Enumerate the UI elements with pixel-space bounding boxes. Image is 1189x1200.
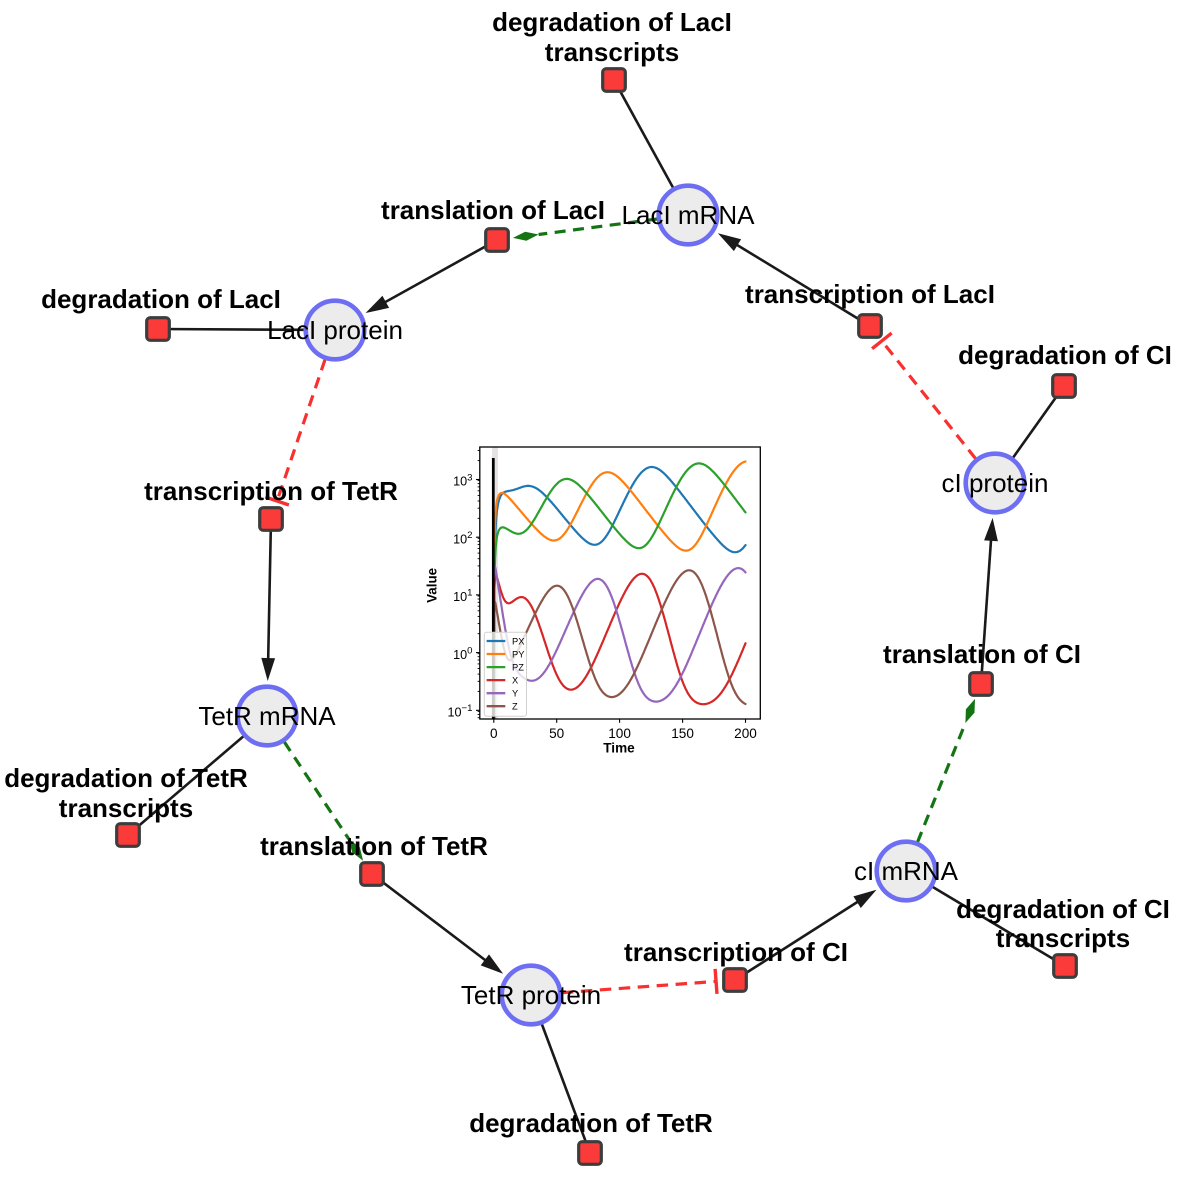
svg-text:translation of TetR: translation of TetR (260, 831, 488, 861)
svg-text:200: 200 (734, 726, 757, 741)
svg-text:10−1: 10−1 (448, 703, 473, 719)
svg-text:103: 103 (453, 472, 472, 488)
svg-text:cI mRNA: cI mRNA (854, 856, 959, 886)
svg-text:degradation of TetR: degradation of TetR (469, 1108, 713, 1138)
svg-text:X: X (512, 675, 518, 685)
svg-text:50: 50 (549, 726, 565, 741)
svg-text:degradation of TetR: degradation of TetR (4, 763, 248, 793)
svg-text:transcripts: transcripts (996, 923, 1130, 953)
svg-text:101: 101 (453, 588, 472, 604)
svg-text:PX: PX (512, 636, 524, 646)
svg-text:transcripts: transcripts (545, 37, 679, 67)
svg-text:transcripts: transcripts (59, 793, 193, 823)
svg-text:102: 102 (453, 530, 472, 546)
svg-text:cI protein: cI protein (942, 468, 1049, 498)
svg-text:PY: PY (512, 649, 524, 659)
svg-text:transcription of CI: transcription of CI (624, 937, 848, 967)
svg-text:degradation of CI: degradation of CI (956, 894, 1170, 924)
svg-text:0: 0 (490, 726, 498, 741)
svg-text:LacI protein: LacI protein (267, 315, 403, 345)
svg-text:translation of LacI: translation of LacI (381, 195, 605, 225)
svg-text:degradation of LacI: degradation of LacI (41, 284, 281, 314)
svg-text:translation of CI: translation of CI (883, 639, 1081, 669)
svg-text:150: 150 (671, 726, 694, 741)
svg-text:LacI mRNA: LacI mRNA (622, 200, 756, 230)
svg-text:TetR mRNA: TetR mRNA (198, 701, 336, 731)
svg-text:100: 100 (453, 645, 472, 661)
svg-text:transcription of TetR: transcription of TetR (144, 476, 398, 506)
svg-text:degradation of CI: degradation of CI (958, 340, 1172, 370)
svg-text:Y: Y (512, 689, 518, 699)
svg-text:100: 100 (608, 726, 631, 741)
svg-text:TetR protein: TetR protein (461, 980, 601, 1010)
svg-text:Value: Value (424, 568, 439, 603)
svg-text:Time: Time (603, 740, 635, 755)
svg-text:degradation of LacI: degradation of LacI (492, 7, 732, 37)
svg-text:Z: Z (512, 702, 518, 712)
svg-text:transcription of LacI: transcription of LacI (745, 279, 995, 309)
svg-text:PZ: PZ (512, 662, 524, 672)
